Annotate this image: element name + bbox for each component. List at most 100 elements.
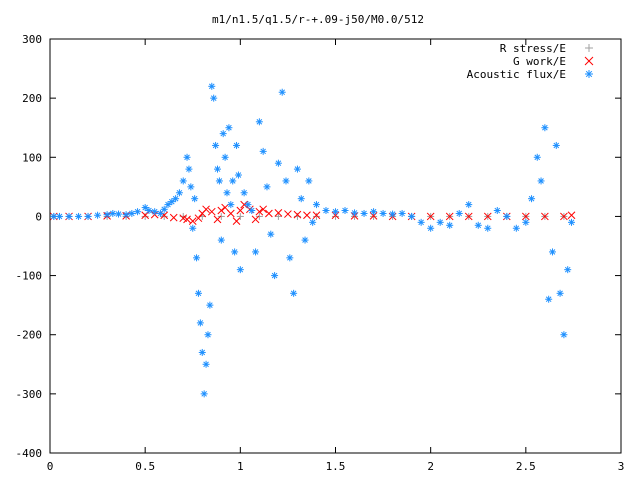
data-point [341,207,349,215]
chart-title: m1/n1.5/q1.5/r-+.09-j50/M0.0/512 [212,13,424,26]
data-point [226,209,235,218]
x-tick-label: 2.5 [516,460,536,473]
y-tick-label: -300 [16,388,43,401]
y-tick-label: -200 [16,329,43,342]
data-point [219,130,227,138]
data-point [521,212,530,221]
data-point [483,212,492,221]
data-point [233,141,241,149]
data-point [528,195,536,203]
data-point [134,208,142,216]
data-point [560,212,568,221]
data-point [293,165,301,173]
data-point [259,147,267,155]
data-point [109,209,117,217]
data-point [202,205,210,214]
x-tick-label: 1 [237,460,244,473]
data-point [200,390,208,398]
data-point [168,198,176,206]
data-point [217,206,226,215]
x-tick-label: 1.5 [326,460,346,473]
data-point [160,205,168,213]
data-point [417,218,425,226]
data-point [427,224,435,232]
data-point [188,217,197,226]
x-tick-label: 3 [618,460,625,473]
data-point [564,266,572,274]
data-point [322,207,330,215]
data-point [533,153,541,161]
data-point [312,212,320,220]
y-tick-label: 300 [22,33,42,46]
data-point [567,211,576,220]
data-point [236,206,245,215]
data-point [274,209,283,217]
y-tick-label: -100 [16,270,43,283]
data-point [331,211,340,220]
data-point [398,209,406,217]
data-point [332,208,339,216]
series-layer [49,82,576,398]
data-point [191,195,199,203]
data-point [255,118,263,126]
data-point [248,207,256,215]
data-point [213,165,221,173]
data-point [541,124,549,132]
data-point [234,171,242,179]
data-point [286,254,294,262]
data-point [206,301,214,309]
data-point [309,218,317,226]
data-point [141,212,149,220]
data-point [164,201,172,209]
data-point [278,88,286,96]
data-point [255,212,263,220]
data-point [255,207,264,216]
data-point [537,177,545,185]
data-point [172,195,180,203]
data-point [301,236,309,244]
legend-label: Acoustic flux/E [467,68,566,81]
data-point [183,153,191,161]
data-point [65,212,73,220]
data-point [545,295,553,303]
data-point [389,210,397,218]
data-point [290,289,298,297]
data-point [512,224,520,232]
data-point [207,207,216,216]
data-point [541,212,549,221]
data-point [236,212,244,220]
data-point [221,153,229,161]
data-point [223,189,231,197]
data-point [225,124,233,132]
axes: 300 200 100 0 -100 -200 -300 -400 0 0.5 1 1.5 2 2.5 3 [16,33,625,473]
data-point [56,212,64,220]
data-point [351,209,359,217]
data-point [271,272,279,280]
legend-marker [584,56,594,66]
data-point [210,94,218,102]
data-point [198,348,206,356]
series-2 [50,82,576,398]
data-point [474,221,482,229]
data-point [103,211,111,219]
data-point [204,331,212,339]
data-point [189,224,197,232]
data-point [240,189,248,197]
data-point [552,141,560,149]
data-point [128,209,136,217]
x-tick-label: 0.5 [135,460,155,473]
data-point [303,211,311,220]
data-point [231,248,239,256]
data-point [484,224,492,232]
y-tick-label: 0 [35,210,42,223]
data-point [267,230,275,238]
data-point [446,221,454,229]
data-point [464,212,473,221]
data-point [185,165,193,173]
data-point [194,289,202,297]
data-point [263,183,271,191]
data-point [94,211,102,219]
data-point [75,212,83,220]
